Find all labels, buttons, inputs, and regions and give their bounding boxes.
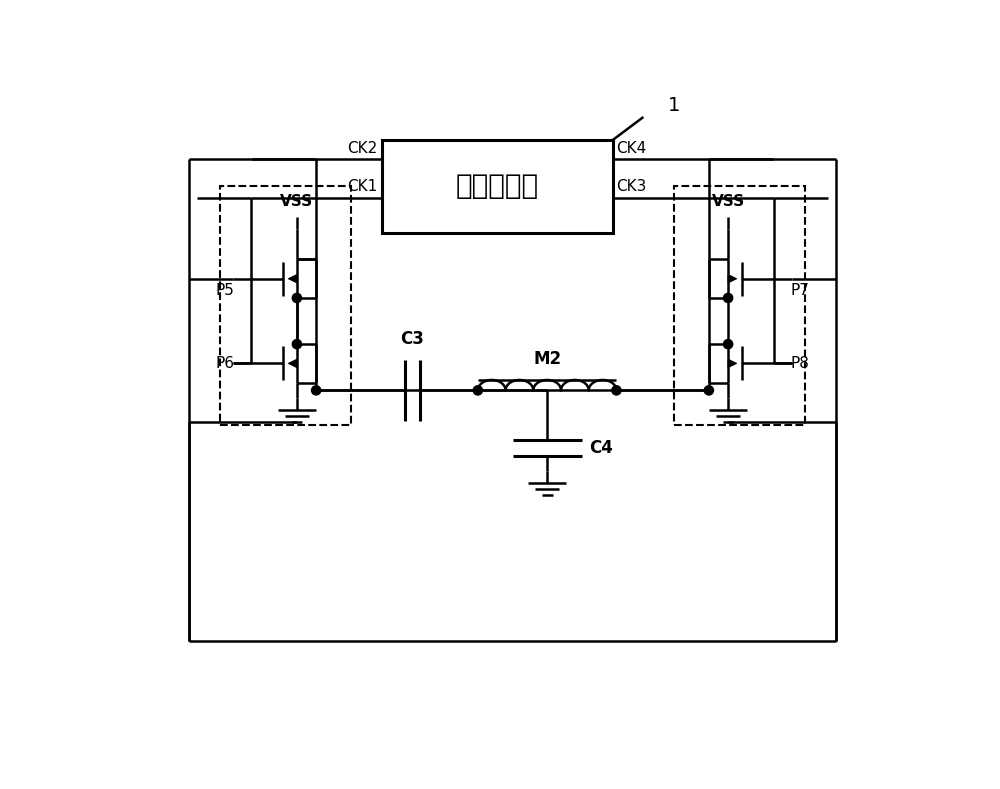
Text: CK4: CK4 xyxy=(616,140,647,155)
Bar xyxy=(674,186,805,425)
Text: C4: C4 xyxy=(590,439,613,457)
Text: P7: P7 xyxy=(790,282,809,297)
Text: CK3: CK3 xyxy=(616,179,647,194)
Circle shape xyxy=(612,386,621,395)
Text: 时序控制器: 时序控制器 xyxy=(456,172,539,200)
Circle shape xyxy=(312,386,321,395)
Text: P8: P8 xyxy=(790,356,809,371)
Circle shape xyxy=(704,386,713,395)
Text: VSS: VSS xyxy=(712,194,745,209)
Circle shape xyxy=(292,294,302,302)
Bar xyxy=(220,186,351,425)
Circle shape xyxy=(723,339,733,349)
Text: P5: P5 xyxy=(216,282,235,297)
Bar xyxy=(382,140,613,233)
Text: M2: M2 xyxy=(533,350,561,368)
Text: P6: P6 xyxy=(216,356,235,371)
Text: 1: 1 xyxy=(668,96,680,115)
Circle shape xyxy=(473,386,482,395)
Text: CK2: CK2 xyxy=(348,140,378,155)
Circle shape xyxy=(292,339,302,349)
Circle shape xyxy=(723,294,733,302)
Text: VSS: VSS xyxy=(280,194,313,209)
Text: C3: C3 xyxy=(400,330,424,348)
Text: CK1: CK1 xyxy=(348,179,378,194)
